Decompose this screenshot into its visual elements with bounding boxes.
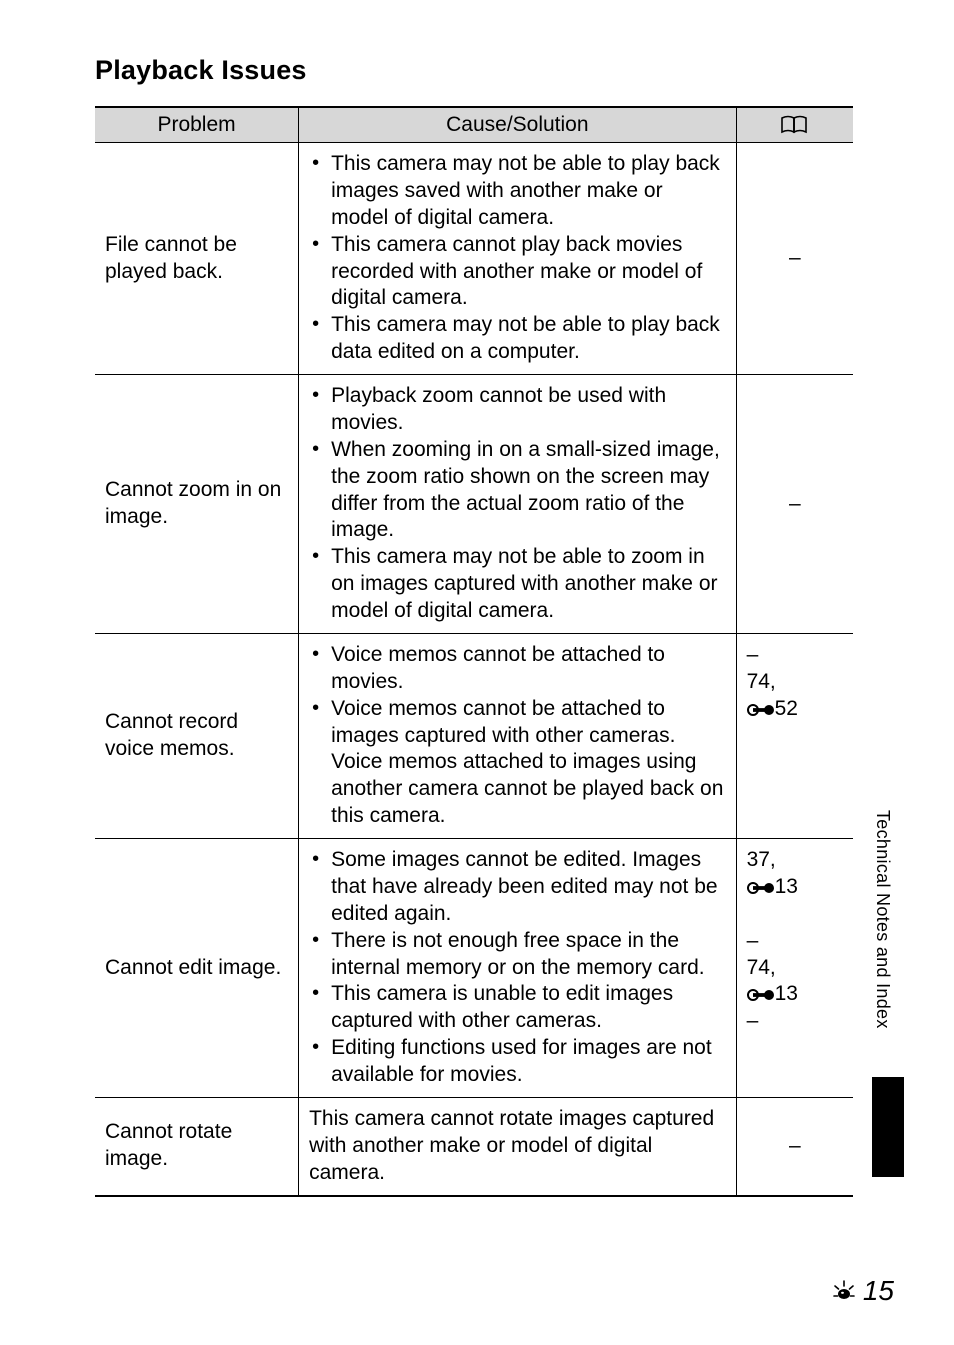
table-row: Cannot record voice memos.Voice memos ca…	[95, 633, 853, 838]
page-footer: 15	[831, 1275, 894, 1307]
cause-cell: Voice memos cannot be attached to movies…	[299, 633, 736, 838]
page-number: 15	[863, 1275, 894, 1307]
ref-section: 13	[747, 874, 843, 901]
ref-section: 52	[747, 696, 843, 723]
section-title: Playback Issues	[95, 55, 894, 86]
cause-cell: This camera may not be able to play back…	[299, 143, 736, 375]
table-row: Cannot edit image.Some images cannot be …	[95, 839, 853, 1098]
ref-dash: –	[747, 1133, 843, 1160]
problem-cell: Cannot edit image.	[95, 839, 299, 1098]
cause-cell: This camera cannot rotate images capture…	[299, 1097, 736, 1195]
ref-dash: –	[747, 928, 843, 955]
side-tab: Technical Notes and Index	[872, 810, 904, 1190]
table-row: File cannot be played back.This camera m…	[95, 143, 853, 375]
cause-item: Some images cannot be edited. Images tha…	[309, 847, 725, 928]
ref-dash: –	[747, 642, 843, 669]
table-row: Cannot rotate image.This camera cannot r…	[95, 1097, 853, 1195]
col-header-cause: Cause/Solution	[299, 107, 736, 143]
table-row: Cannot zoom in on image.Playback zoom ca…	[95, 375, 853, 634]
ref-page: 74,	[747, 669, 843, 696]
cause-item: Editing functions used for images are no…	[309, 1035, 725, 1089]
col-header-reference	[736, 107, 853, 143]
cause-item: Voice memos cannot be attached to images…	[309, 696, 725, 830]
ref-page: 37,	[747, 847, 843, 874]
problem-cell: File cannot be played back.	[95, 143, 299, 375]
issues-table: Problem Cause/Solution File cannot be pl…	[95, 106, 853, 1197]
reference-cell: 37,13 –74,13–	[736, 839, 853, 1098]
cause-item: Voice memos cannot be attached to movies…	[309, 642, 725, 696]
col-header-problem: Problem	[95, 107, 299, 143]
ref-dash: –	[747, 1008, 843, 1035]
ref-page: 74,	[747, 955, 843, 982]
book-icon	[743, 115, 847, 135]
cause-item: This camera may not be able to play back…	[309, 151, 725, 232]
reference-cell: –	[736, 375, 853, 634]
side-tab-indicator	[872, 1077, 904, 1177]
footer-icon	[831, 1278, 857, 1304]
cause-item: This camera may not be able to play back…	[309, 312, 725, 366]
ref-section: 13	[747, 981, 843, 1008]
cause-item: This camera may not be able to zoom in o…	[309, 544, 725, 625]
ref-blank	[747, 901, 843, 928]
reference-cell: –74,52	[736, 633, 853, 838]
problem-cell: Cannot record voice memos.	[95, 633, 299, 838]
reference-cell: –	[736, 143, 853, 375]
ref-dash: –	[747, 491, 843, 518]
cause-cell: Playback zoom cannot be used with movies…	[299, 375, 736, 634]
cause-item: Playback zoom cannot be used with movies…	[309, 383, 725, 437]
cause-item: There is not enough free space in the in…	[309, 928, 725, 982]
reference-cell: –	[736, 1097, 853, 1195]
problem-cell: Cannot rotate image.	[95, 1097, 299, 1195]
cause-item: This camera cannot play back movies reco…	[309, 232, 725, 313]
cause-item: This camera is unable to edit images cap…	[309, 981, 725, 1035]
side-tab-label: Technical Notes and Index	[872, 810, 893, 1065]
cause-cell: Some images cannot be edited. Images tha…	[299, 839, 736, 1098]
cause-item: When zooming in on a small-sized image, …	[309, 437, 725, 545]
ref-dash: –	[747, 245, 843, 272]
problem-cell: Cannot zoom in on image.	[95, 375, 299, 634]
